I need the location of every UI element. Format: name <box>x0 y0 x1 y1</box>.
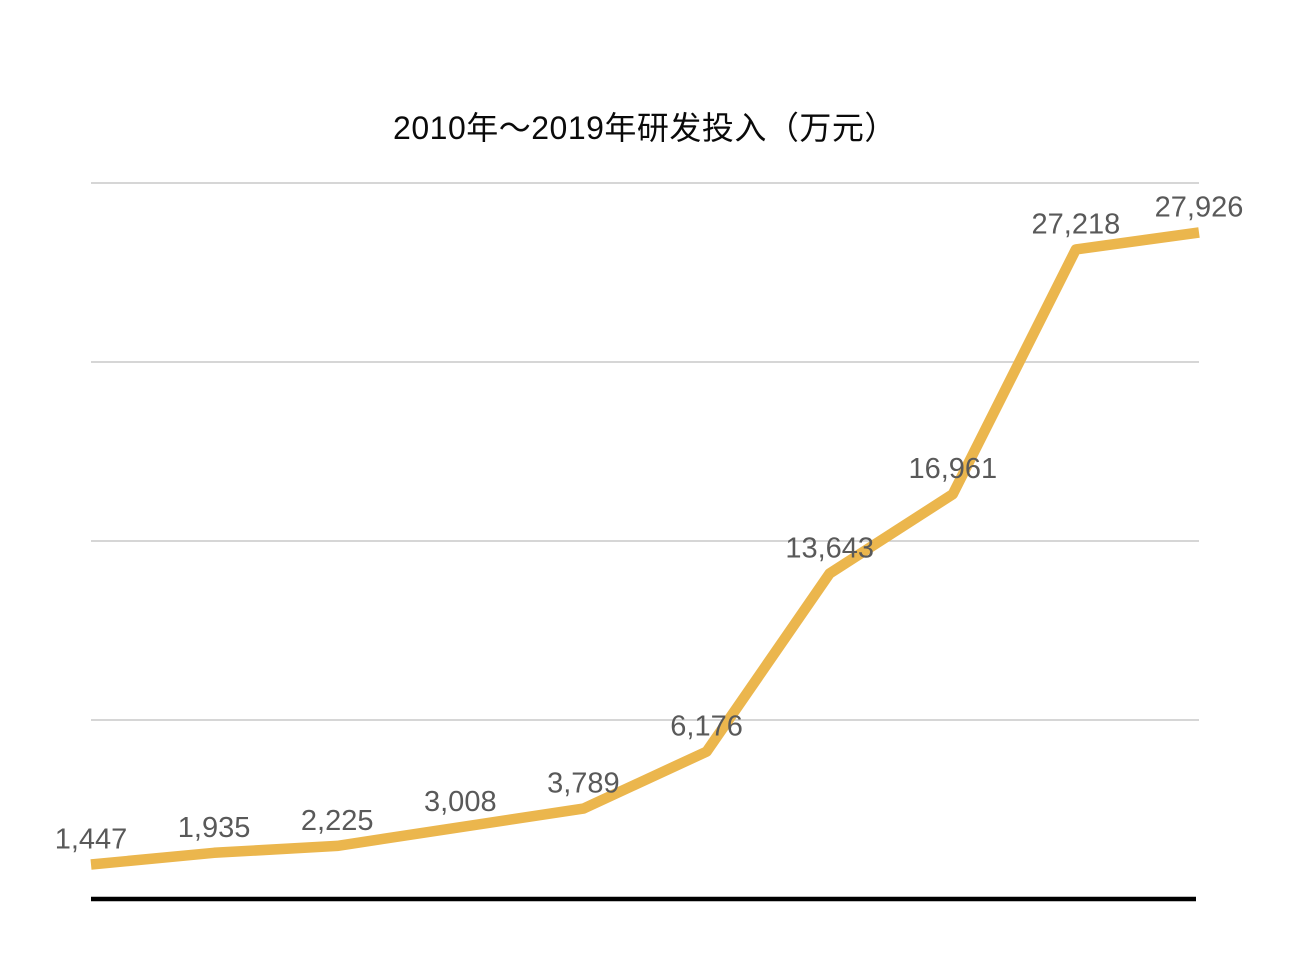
data-label: 2,225 <box>301 805 374 837</box>
data-label: 27,218 <box>1032 208 1121 240</box>
data-label: 3,789 <box>547 768 620 800</box>
data-label: 1,447 <box>55 824 128 856</box>
data-label: 27,926 <box>1155 192 1244 224</box>
data-label: 16,961 <box>908 453 997 485</box>
data-label: 13,643 <box>785 532 874 564</box>
data-label: 1,935 <box>178 812 251 844</box>
data-label: 3,008 <box>424 786 497 818</box>
series-line <box>90 227 1200 870</box>
chart-title: 2010年～2019年研发投入（万元） <box>393 110 897 146</box>
data-label: 6,176 <box>670 711 743 743</box>
